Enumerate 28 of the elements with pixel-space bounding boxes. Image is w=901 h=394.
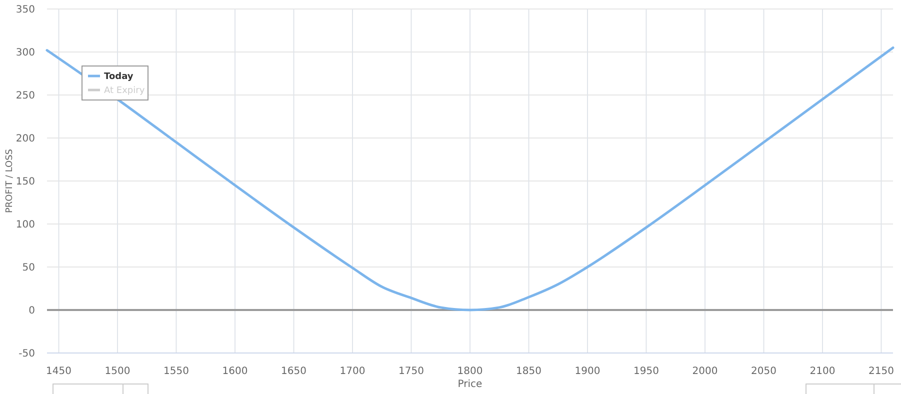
- x-tick-label: 2000: [692, 366, 718, 377]
- x-tick-label: 1850: [516, 366, 542, 377]
- y-tick-label: -50: [18, 348, 35, 360]
- y-tick-label: 200: [16, 134, 35, 144]
- x-tick-label: 1550: [164, 366, 189, 377]
- x-tick-label: 1800: [457, 366, 483, 377]
- x-tick-label: 1950: [634, 366, 659, 377]
- x-tick-label: 1900: [574, 366, 600, 377]
- y-tick-label: 50: [22, 262, 35, 274]
- x-tick-label: 1750: [398, 366, 424, 377]
- x-axis-title: Price: [458, 379, 482, 390]
- y-tick-label: 250: [16, 90, 35, 102]
- line-series: [46, 46, 894, 312]
- y-tick-label: 350: [16, 4, 35, 16]
- y-tick-label: 150: [16, 176, 35, 188]
- y-axis-title: PROFIT / LOSS: [5, 148, 15, 214]
- x-tick-label: 1500: [104, 366, 130, 377]
- y-tick-label: 0: [28, 306, 35, 316]
- x-tick-label: 1600: [222, 366, 248, 377]
- x-tick-label: 1650: [281, 366, 306, 377]
- x-tick-label: 1450: [46, 366, 72, 377]
- y-tick-label: 300: [16, 48, 35, 58]
- legend-label: Today: [104, 72, 134, 82]
- y-tick-label: 100: [16, 220, 35, 230]
- x-tick-label: 1700: [340, 366, 366, 377]
- x-tick-label: 2100: [810, 366, 836, 377]
- x-tick-label: 2050: [751, 366, 776, 377]
- x-tick-label: 2150: [868, 366, 894, 377]
